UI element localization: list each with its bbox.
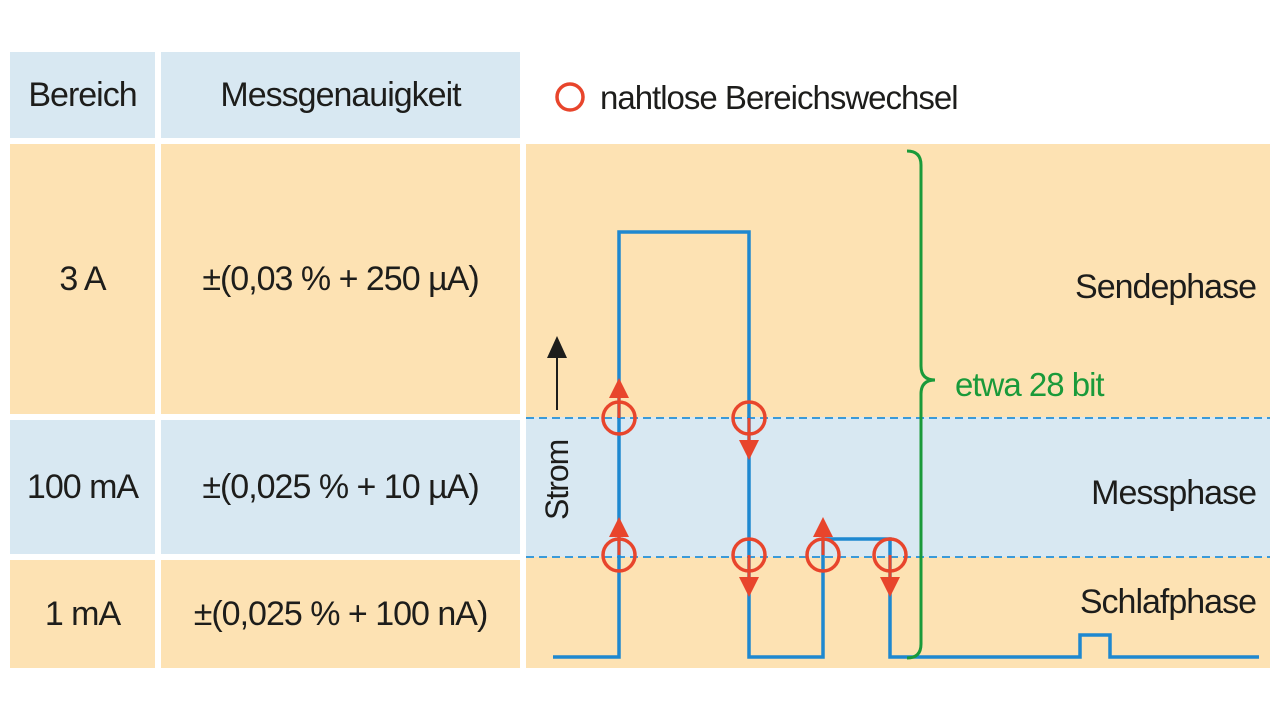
header-messgenauigkeit-label: Messgenauigkeit xyxy=(220,75,461,114)
strom-arrow-icon xyxy=(547,336,567,358)
row-range-label: 100 mA xyxy=(26,467,139,506)
strom-axis-label: Strom xyxy=(539,440,575,520)
range-switch-marker xyxy=(731,400,767,460)
header-messgenauigkeit: Messgenauigkeit xyxy=(161,52,520,138)
legend-marker-icon xyxy=(555,82,585,112)
row-1ma-range: 1 mA xyxy=(10,560,155,668)
range-switch-marker xyxy=(601,517,637,573)
row-1ma-accuracy: ±(0,025 % + 100 nA) xyxy=(161,560,520,668)
phase-label-messphase: Messphase xyxy=(1091,474,1256,512)
row-accuracy-label: ±(0,025 % + 100 nA) xyxy=(193,594,489,633)
current-trace xyxy=(553,230,1259,659)
phase-label-sendephase: Sendephase xyxy=(1075,268,1256,306)
brace-label: etwa 28 bit xyxy=(955,366,1104,403)
row-range-label: 1 mA xyxy=(44,594,121,633)
range-switch-marker xyxy=(731,537,767,597)
range-brace-icon xyxy=(906,149,936,660)
row-3a-range: 3 A xyxy=(10,144,155,414)
row-100ma-accuracy: ±(0,025 % + 10 µA) xyxy=(161,420,520,554)
row-3a-accuracy: ±(0,03 % + 250 µA) xyxy=(161,144,520,414)
legend-label: nahtlose Bereichswechsel xyxy=(600,79,958,116)
range-switch-marker xyxy=(872,537,908,597)
band-schlafphase xyxy=(526,557,1270,668)
range-switch-marker xyxy=(805,517,841,573)
header-bereich: Bereich xyxy=(10,52,155,138)
range-switch-marker xyxy=(601,378,637,436)
band-messphase xyxy=(526,417,1270,557)
row-accuracy-label: ±(0,025 % + 10 µA) xyxy=(202,467,479,506)
row-accuracy-label: ±(0,03 % + 250 µA) xyxy=(202,259,479,298)
row-range-label: 3 A xyxy=(59,259,106,298)
band-sendephase xyxy=(526,144,1270,417)
phase-label-schlafphase: Schlafphase xyxy=(1080,583,1256,621)
header-bereich-label: Bereich xyxy=(28,75,137,114)
row-100ma-range: 100 mA xyxy=(10,420,155,554)
